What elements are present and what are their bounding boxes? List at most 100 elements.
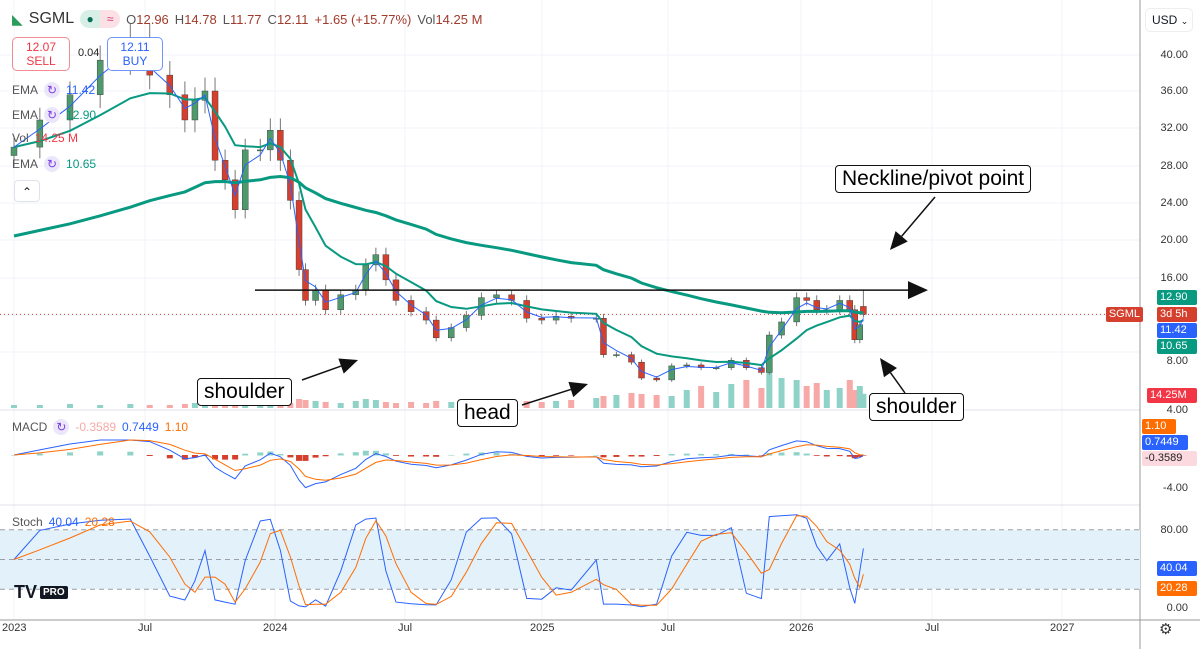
candle — [166, 74, 174, 95]
volume-bar — [433, 401, 440, 408]
legend-volume[interactable]: Vol 14.25 M — [12, 131, 79, 145]
neckline-pointer-arrow-arrowhead — [890, 231, 908, 250]
volume-bar — [242, 405, 249, 408]
candle — [600, 318, 607, 355]
macd-histogram-bar — [257, 452, 264, 456]
time-axis-label: 2024 — [263, 622, 288, 634]
refresh-icon: ↻ — [44, 156, 61, 172]
volume-bar — [267, 404, 274, 408]
time-axis-label: 2026 — [789, 622, 814, 634]
candle — [778, 321, 785, 336]
price-axis-label: 36.00 — [1160, 85, 1188, 97]
green-dot-icon: ● — [80, 10, 101, 28]
candle — [793, 297, 800, 323]
annotation-head: head — [457, 399, 518, 427]
candle — [267, 130, 274, 151]
candle — [683, 364, 690, 367]
candle — [523, 300, 530, 319]
stoch-legend[interactable]: Stoch 40.04 20.28 — [12, 515, 115, 529]
ema-fast-badge: 11.42 — [1157, 323, 1197, 338]
volume-bar — [851, 390, 858, 408]
macd-histogram-bar — [856, 455, 863, 457]
buy-button[interactable]: 12.11 BUY — [107, 37, 163, 71]
volume-bar — [793, 380, 800, 408]
refresh-icon: ↻ — [53, 419, 70, 435]
macd-legend[interactable]: MACD ↻ -0.3589 0.7449 1.10 — [12, 419, 189, 435]
countdown-badge: 3d 5h — [1157, 307, 1197, 322]
time-axis-label: Jul — [138, 622, 153, 634]
volume-badge: 14.25M — [1147, 388, 1197, 403]
legend-ema-fast[interactable]: EMA ↻ 11.42 — [12, 82, 96, 98]
macd-histogram-bar — [778, 452, 785, 456]
volume-bar — [523, 401, 530, 408]
legend-ema-slow[interactable]: EMA ↻ 10.65 — [12, 156, 97, 172]
candle — [432, 319, 440, 339]
volume-bar — [698, 386, 705, 408]
time-axis-label: 2027 — [1050, 622, 1075, 634]
candle — [302, 269, 309, 301]
candle — [836, 300, 843, 310]
candle — [653, 377, 660, 381]
stoch-axis-label: 80.00 — [1160, 524, 1188, 536]
macd-histogram-bar — [36, 453, 43, 456]
tradingview-logo[interactable]: TV PRO — [14, 582, 68, 603]
macd-histogram-bar — [232, 455, 239, 460]
candle — [337, 294, 344, 310]
macd-histogram-bar — [191, 455, 198, 458]
macd-histogram-bar — [312, 455, 319, 458]
volume-bar — [302, 400, 309, 408]
macd-histogram-bar — [146, 455, 153, 456]
volume-bar — [668, 396, 675, 408]
volume-bar — [312, 401, 319, 408]
price-axis-label: 32.00 — [1160, 122, 1188, 134]
macd-hist-badge: -0.3589 — [1142, 451, 1197, 466]
stoch-pane — [0, 514, 1140, 608]
macd-histogram-bar — [593, 454, 600, 456]
candle — [295, 200, 303, 270]
volume-bar — [11, 405, 17, 408]
left-shoulder-arrow-arrowhead — [338, 358, 358, 374]
volume-bar — [758, 388, 765, 408]
volume-bar — [538, 402, 545, 408]
price-axis-label: 28.00 — [1160, 160, 1188, 172]
candle — [221, 159, 229, 181]
macd-histogram-bar — [337, 453, 344, 456]
sell-button[interactable]: 12.07 SELL — [12, 37, 70, 71]
macd-histogram-bar — [362, 450, 369, 456]
volume-bar — [191, 403, 198, 408]
candle — [372, 254, 380, 266]
candle — [766, 334, 773, 373]
volume-bar — [408, 402, 415, 408]
stoch-axis-label: 0.00 — [1166, 602, 1188, 614]
volume-bar — [36, 405, 43, 408]
stoch-d-line — [13, 515, 864, 606]
macd-histogram-bar — [813, 455, 820, 456]
macd-histogram-bar — [222, 455, 229, 460]
macd-histogram-bar — [713, 454, 720, 456]
candle — [803, 297, 810, 301]
volume-bar — [201, 405, 208, 408]
ema-fast-line — [13, 50, 864, 378]
status-pill[interactable]: ● ≈ — [80, 10, 121, 28]
candle — [613, 354, 620, 356]
legend-ema-mid[interactable]: EMA ↻ 12.90 — [12, 107, 97, 123]
settings-gear-icon[interactable]: ⚙ — [1159, 621, 1173, 638]
candle — [448, 327, 455, 339]
volume-bar — [860, 393, 867, 408]
currency-select[interactable]: USD ⌄ — [1145, 8, 1193, 32]
volume-bar — [553, 401, 560, 408]
candle — [322, 289, 329, 310]
volume-bar — [222, 404, 229, 408]
volume-bar — [728, 384, 735, 408]
macd-histogram-bar — [296, 455, 303, 461]
time-axis-label: 2023 — [2, 622, 27, 634]
symbol-name[interactable]: SGML — [28, 10, 75, 27]
macd-histogram-bar — [628, 455, 635, 457]
ohlc-values: O12.96 H14.78 L11.77 C12.11 +1.65 (+15.77%) V… — [126, 11, 483, 27]
macd-histogram-bar — [846, 455, 853, 457]
macd-signal-line — [13, 439, 864, 481]
macd-histogram-bar — [408, 455, 415, 457]
time-axis-label: 2025 — [530, 622, 555, 634]
collapse-legend-button[interactable]: ⌃ — [14, 180, 40, 202]
